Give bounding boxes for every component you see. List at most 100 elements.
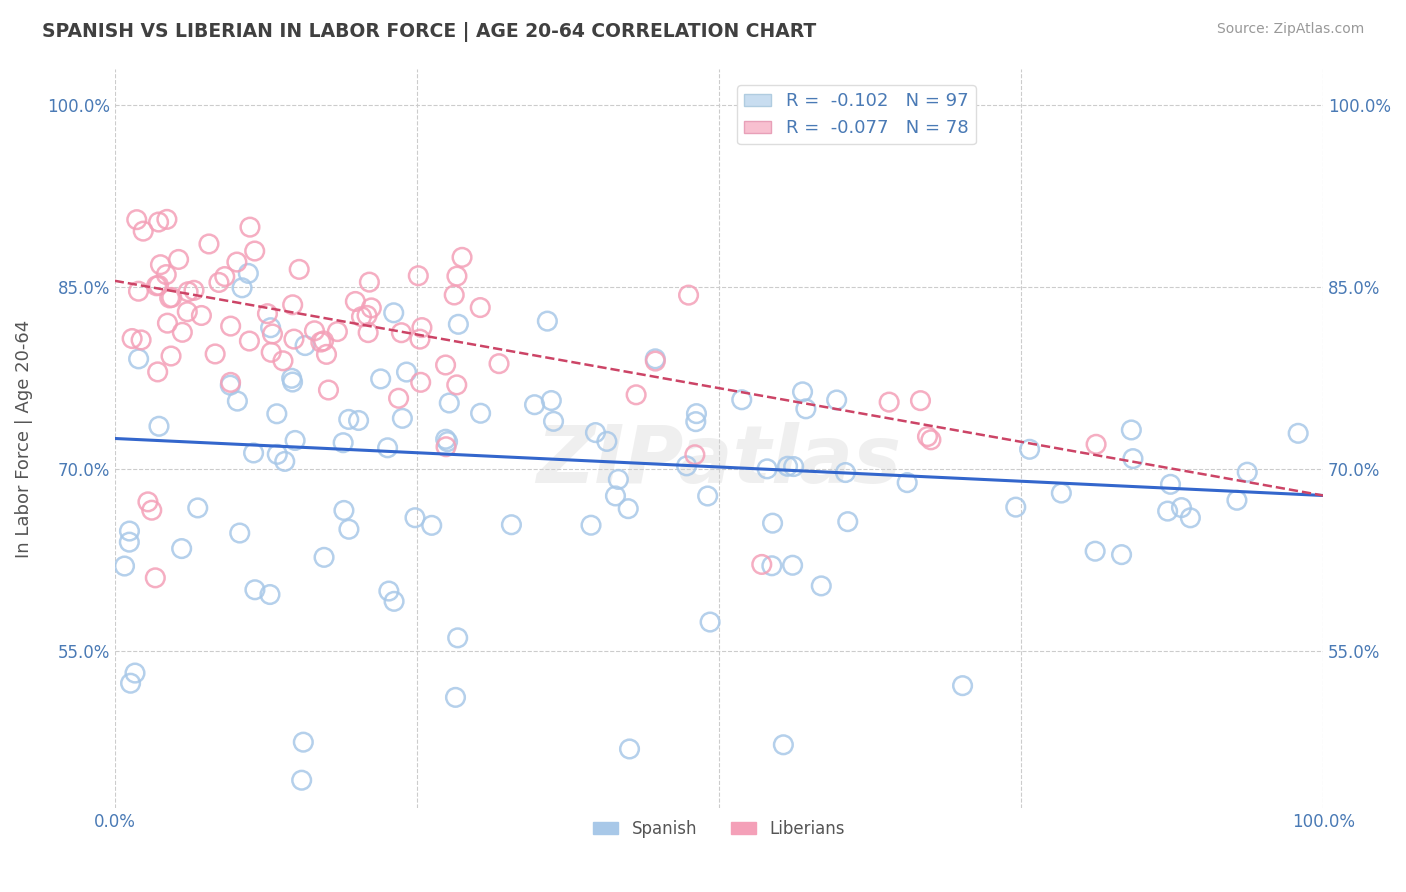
Point [260,345,283,359]
Point [409,332,432,346]
Point [523,398,546,412]
Point [214,269,236,284]
Point [446,377,468,392]
Point [434,440,457,454]
Point [239,220,262,235]
Point [256,307,278,321]
Point [259,320,281,334]
Point [160,349,183,363]
Point [409,376,432,390]
Point [177,285,200,299]
Point [357,326,380,340]
Point [344,294,367,309]
Point [896,475,918,490]
Point [271,353,294,368]
Point [776,459,799,474]
Point [731,392,754,407]
Point [167,252,190,267]
Point [408,268,430,283]
Point [834,466,856,480]
Point [294,338,316,352]
Point [420,518,443,533]
Point [326,325,349,339]
Point [501,517,523,532]
Point [143,571,166,585]
Point [1050,486,1073,500]
Point [382,594,405,608]
Point [315,347,337,361]
Point [389,326,412,340]
Point [360,301,382,315]
Point [619,742,641,756]
Point [1286,426,1309,441]
Point [434,358,457,372]
Point [678,288,700,302]
Point [148,419,170,434]
Point [129,333,152,347]
Point [685,407,707,421]
Point [877,395,900,409]
Point [470,301,492,315]
Point [540,393,562,408]
Point [159,291,181,305]
Point [772,738,794,752]
Text: ZIPatlas: ZIPatlas [537,422,901,500]
Point [543,414,565,428]
Point [312,550,335,565]
Point [219,378,242,392]
Point [792,384,814,399]
Point [183,283,205,297]
Point [337,522,360,536]
Point [262,326,284,341]
Point [585,425,607,440]
Point [837,515,859,529]
Point [145,278,167,293]
Point [1160,477,1182,491]
Point [238,267,260,281]
Point [387,392,409,406]
Point [291,773,314,788]
Point [1236,465,1258,479]
Point [274,454,297,468]
Point [1180,511,1202,525]
Point [443,288,465,302]
Point [411,320,433,334]
Point [283,332,305,346]
Point [148,215,170,229]
Point [347,413,370,427]
Point [118,524,141,538]
Point [751,558,773,572]
Point [226,394,249,409]
Point [187,500,209,515]
Point [370,372,392,386]
Text: SPANISH VS LIBERIAN IN LABOR FORCE | AGE 20-64 CORRELATION CHART: SPANISH VS LIBERIAN IN LABOR FORCE | AGE… [42,22,817,42]
Point [333,503,356,517]
Point [444,690,467,705]
Point [596,434,619,449]
Point [644,351,666,366]
Point [377,441,399,455]
Point [280,371,302,385]
Point [172,326,194,340]
Point [1085,437,1108,451]
Point [242,446,264,460]
Point [149,258,172,272]
Point [447,631,470,645]
Point [1111,548,1133,562]
Text: Source: ZipAtlas.com: Source: ZipAtlas.com [1216,22,1364,37]
Point [434,432,457,446]
Point [318,383,340,397]
Point [128,284,150,298]
Point [1121,423,1143,437]
Point [675,458,697,473]
Point [281,375,304,389]
Point [756,462,779,476]
Point [190,309,212,323]
Point [470,406,492,420]
Point [170,541,193,556]
Point [446,269,468,284]
Point [124,666,146,681]
Point [288,262,311,277]
Point [1004,500,1026,515]
Point [136,495,159,509]
